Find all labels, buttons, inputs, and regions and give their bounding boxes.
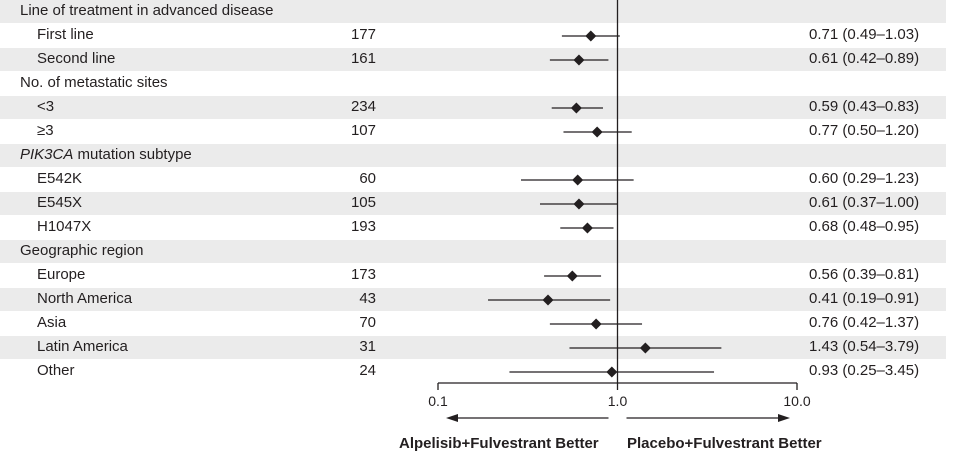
hazard-ratio-point [573, 198, 585, 210]
right-direction-label: Placebo+Fulvestrant Better [627, 435, 822, 452]
x-tick-label: 10.0 [783, 393, 810, 409]
group-label: Line of treatment in advanced disease [20, 2, 274, 19]
subgroup-label: Other [37, 362, 75, 379]
group-label: Geographic region [20, 242, 144, 259]
hazard-ratio-point [585, 30, 597, 42]
hazard-ratio-point [639, 342, 651, 354]
hazard-ratio-text: 0.71 (0.49–1.03) [809, 26, 920, 43]
subgroup-label: E542K [37, 170, 83, 187]
hazard-ratio-text: 0.56 (0.39–0.81) [809, 266, 920, 283]
group-label: PIK3CA mutation subtype [20, 146, 192, 163]
patient-count: 173 [350, 266, 376, 283]
hazard-ratio-point [566, 270, 578, 282]
hazard-ratio-text: 0.41 (0.19–0.91) [809, 290, 920, 307]
subgroup-row: North America 43 0.41 (0.19–0.91) [0, 288, 946, 311]
subgroup-row: Other 24 0.93 (0.25–3.45) [0, 360, 946, 383]
group-row: Geographic region [0, 240, 946, 263]
group-label: No. of metastatic sites [20, 74, 168, 91]
patient-count: 70 [359, 314, 376, 331]
patient-count: 234 [350, 98, 376, 115]
hazard-ratio-text: 0.61 (0.42–0.89) [809, 50, 920, 67]
hazard-ratio-point [573, 54, 585, 66]
subgroup-label: Latin America [37, 338, 128, 355]
group-row: Line of treatment in advanced disease [0, 0, 946, 23]
hazard-ratio-text: 0.61 (0.37–1.00) [809, 194, 920, 211]
hazard-ratio-text: 1.43 (0.54–3.79) [809, 338, 920, 355]
hazard-ratio-point [590, 318, 602, 330]
patient-count: 31 [359, 338, 376, 355]
subgroup-label: <3 [37, 98, 55, 115]
subgroup-label: ≥3 [37, 122, 54, 139]
left-arrow-head [446, 414, 458, 422]
hazard-ratio-text: 0.77 (0.50–1.20) [809, 122, 920, 139]
patient-count: 193 [350, 218, 376, 235]
subgroup-label: Second line [37, 50, 116, 67]
subgroup-row: Europe 173 0.56 (0.39–0.81) [0, 264, 946, 287]
subgroup-row: E542K 60 0.60 (0.29–1.23) [0, 168, 946, 191]
group-label-text: mutation subtype [73, 146, 192, 163]
x-tick-label: 1.0 [608, 393, 628, 409]
patient-count: 177 [350, 26, 376, 43]
right-arrow-head [778, 414, 790, 422]
x-tick-label: 0.1 [428, 393, 448, 409]
subgroup-row: H1047X 193 0.68 (0.48–0.95) [0, 216, 946, 239]
hazard-ratio-text: 0.59 (0.43–0.83) [809, 98, 920, 115]
patient-count: 60 [359, 170, 376, 187]
hazard-ratio-point [581, 222, 593, 234]
subgroup-label: H1047X [37, 218, 92, 235]
subgroup-label: E545X [37, 194, 83, 211]
patient-count: 105 [350, 194, 376, 211]
subgroup-row: Second line 161 0.61 (0.42–0.89) [0, 48, 946, 71]
patient-count: 24 [359, 362, 376, 379]
subgroup-label: North America [37, 290, 133, 307]
hazard-ratio-text: 0.76 (0.42–1.37) [809, 314, 920, 331]
hazard-ratio-point [606, 366, 618, 378]
subgroup-label: First line [37, 26, 94, 43]
gene-name: PIK3CA [20, 146, 74, 163]
patient-count: 43 [359, 290, 376, 307]
subgroup-row: ≥3 107 0.77 (0.50–1.20) [0, 120, 946, 143]
subgroup-row: Asia 70 0.76 (0.42–1.37) [0, 312, 946, 335]
subgroup-row: Latin America 31 1.43 (0.54–3.79) [0, 336, 946, 359]
subgroup-label: Asia [37, 314, 67, 331]
hazard-ratio-text: 0.60 (0.29–1.23) [809, 170, 920, 187]
hazard-ratio-point [591, 126, 603, 138]
subgroup-row: E545X 105 0.61 (0.37–1.00) [0, 192, 946, 215]
subgroup-label: Europe [37, 266, 86, 283]
group-row: PIK3CA mutation subtype [0, 144, 946, 167]
group-row: No. of metastatic sites [0, 72, 946, 95]
hazard-ratio-text: 0.93 (0.25–3.45) [809, 362, 920, 379]
hazard-ratio-text: 0.68 (0.48–0.95) [809, 218, 920, 235]
subgroup-row: First line 177 0.71 (0.49–1.03) [0, 24, 946, 47]
hazard-ratio-point [572, 174, 584, 186]
left-direction-label: Alpelisib+Fulvestrant Better [399, 435, 599, 452]
hazard-ratio-point [570, 102, 582, 114]
subgroup-row: <3 234 0.59 (0.43–0.83) [0, 96, 946, 119]
patient-count: 107 [350, 122, 376, 139]
patient-count: 161 [350, 50, 376, 67]
hazard-ratio-point [542, 294, 554, 306]
